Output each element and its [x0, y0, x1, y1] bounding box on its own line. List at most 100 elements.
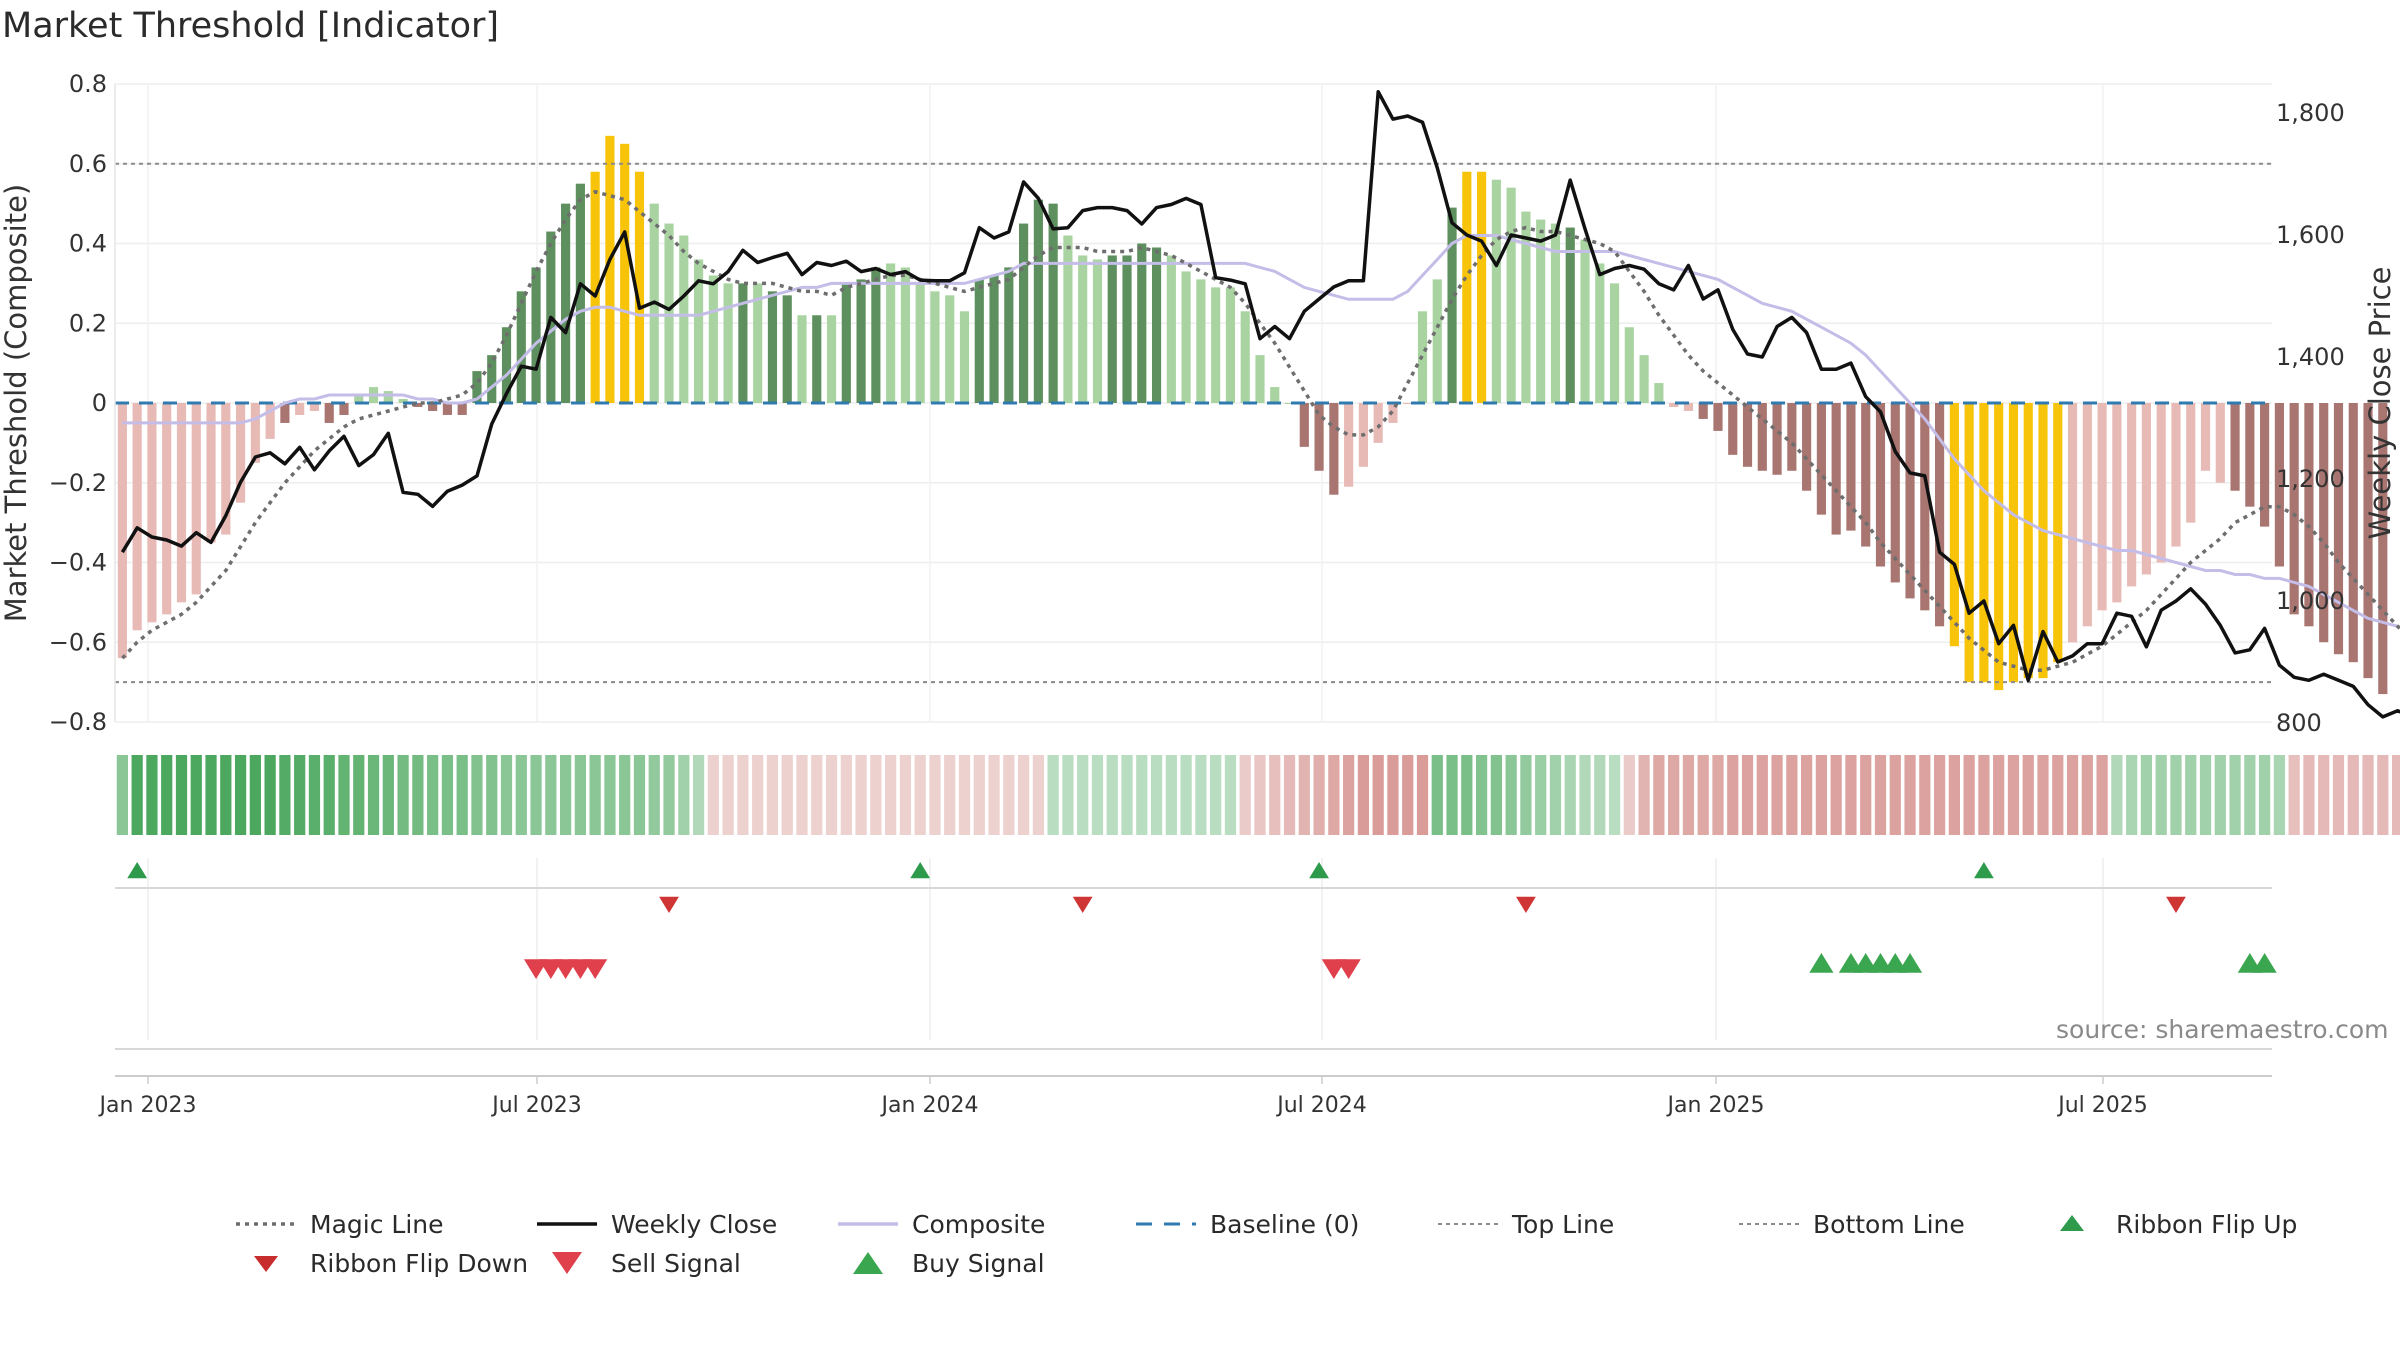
ribbon-cell — [545, 755, 557, 835]
ribbon-cell — [1431, 755, 1443, 835]
ribbon-cell — [707, 755, 719, 835]
histogram-bar — [1728, 403, 1738, 455]
ribbon-cell — [1461, 755, 1473, 835]
ribbon-cell — [1904, 755, 1916, 835]
ribbon-cell — [1195, 755, 1207, 835]
ribbon-cell — [1032, 755, 1044, 835]
y2-tick-label: 1,200 — [2276, 465, 2345, 493]
ribbon-cell — [619, 755, 631, 835]
ribbon-cell — [1712, 755, 1724, 835]
ribbon-cell — [146, 755, 158, 835]
histogram-bar — [1092, 259, 1103, 403]
ribbon-cell — [205, 755, 217, 835]
histogram-bar — [206, 403, 216, 543]
ribbon-cell — [2155, 755, 2167, 835]
buy-signal-marker — [1809, 953, 1834, 973]
histogram-bar — [1284, 403, 1295, 404]
histogram-bar — [767, 291, 778, 403]
histogram-bar — [782, 295, 792, 403]
histogram-bar — [2023, 403, 2033, 679]
ribbon-cell — [1978, 755, 1990, 835]
ribbon-cell — [1889, 755, 1901, 835]
y2-tick-label: 1,400 — [2276, 343, 2345, 371]
ribbon-cell — [2185, 755, 2197, 835]
ribbon-cell — [353, 755, 365, 835]
histogram-bar — [1802, 403, 1812, 491]
histogram-bar — [1624, 327, 1634, 403]
histogram-bar — [442, 403, 452, 415]
histogram-bar — [841, 283, 851, 403]
ribbon-cell — [1860, 755, 1872, 835]
histogram-bar — [265, 403, 275, 439]
histogram-bar — [1742, 403, 1753, 467]
histogram-bar — [1033, 199, 1043, 403]
histogram-bar — [132, 403, 142, 631]
ribbon-cell — [737, 755, 749, 835]
histogram-bar — [1669, 403, 1679, 407]
histogram-bar — [2333, 403, 2344, 655]
histogram-bar — [2186, 403, 2196, 523]
histogram-bar — [590, 171, 600, 403]
ribbon-cell — [2244, 755, 2256, 835]
ribbon-cell — [530, 755, 542, 835]
ribbon-cell — [486, 755, 498, 835]
histogram-bar — [634, 171, 645, 403]
histogram-bar — [2274, 403, 2284, 567]
histogram-bar — [1609, 283, 1620, 403]
ribbon-cell — [2332, 755, 2345, 835]
histogram-bar — [1491, 179, 1501, 403]
histogram-bar — [886, 263, 896, 403]
ribbon-cell — [323, 755, 335, 835]
ribbon-cell — [1283, 755, 1296, 835]
ribbon-cell — [2318, 755, 2330, 835]
histogram-bar — [1019, 223, 1029, 403]
ribbon-cell — [1638, 755, 1650, 835]
ribbon-cell — [264, 755, 276, 835]
histogram-bar — [605, 135, 615, 403]
ribbon-cell — [412, 755, 424, 835]
histogram-bar — [915, 283, 925, 403]
histogram-bar — [162, 403, 172, 615]
histogram-bar — [1905, 403, 1915, 599]
y-axis-label: Market Threshold (Composite) — [0, 184, 33, 622]
y2-tick-label: 800 — [2276, 709, 2322, 737]
histogram-bar — [1122, 255, 1132, 403]
histogram-bar — [826, 315, 837, 403]
histogram-bar — [2363, 403, 2373, 679]
ribbon-cell — [338, 755, 350, 835]
ribbon-cell — [944, 755, 956, 835]
ribbon-cell — [1549, 755, 1562, 835]
histogram-bar — [1861, 403, 1871, 547]
ribbon-cell — [1047, 755, 1059, 835]
grid-layer — [115, 83, 2272, 1040]
histogram-bar — [1211, 287, 1221, 403]
ribbon-cell — [1062, 755, 1074, 835]
chart-title: Market Threshold [Indicator] — [2, 6, 500, 46]
histogram-bar — [487, 355, 497, 403]
ribbon-cell — [692, 755, 705, 835]
weekly-close-line — [120, 89, 2400, 719]
ribbon-flip-up-marker — [1974, 862, 1994, 879]
ribbon-cell — [825, 755, 838, 835]
ribbon-cell — [1180, 755, 1192, 835]
ribbon-cell — [1490, 755, 1502, 835]
ribbon-cell — [1520, 755, 1532, 835]
histogram-bar — [1225, 287, 1236, 403]
ribbon-cell — [1269, 755, 1281, 835]
x-tick-label: Jan 2025 — [1666, 1093, 1765, 1118]
histogram-bar — [1935, 403, 1945, 627]
ribbon-cell — [1210, 755, 1222, 835]
ribbon-cell — [1801, 755, 1813, 835]
ribbon-cell — [722, 755, 734, 835]
histogram-bar — [856, 279, 866, 403]
ribbon-cell — [2140, 755, 2153, 835]
histogram-bar — [398, 399, 408, 403]
histogram-bar — [1920, 403, 1930, 611]
ribbon-cell — [2258, 755, 2271, 835]
histogram-bar — [1329, 403, 1339, 495]
histogram-bar — [679, 235, 689, 403]
ribbon-cell — [2170, 755, 2182, 835]
ribbon-cell — [1372, 755, 1384, 835]
histogram-bar — [1196, 279, 1206, 403]
y-tick-label: 0 — [92, 389, 107, 417]
